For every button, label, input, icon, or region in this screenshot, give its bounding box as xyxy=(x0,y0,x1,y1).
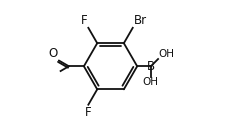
Text: Br: Br xyxy=(133,14,146,27)
Text: O: O xyxy=(48,47,58,60)
Text: OH: OH xyxy=(142,77,158,87)
Text: OH: OH xyxy=(158,49,174,59)
Text: F: F xyxy=(85,106,91,119)
Text: F: F xyxy=(81,14,87,27)
Text: B: B xyxy=(146,60,154,73)
